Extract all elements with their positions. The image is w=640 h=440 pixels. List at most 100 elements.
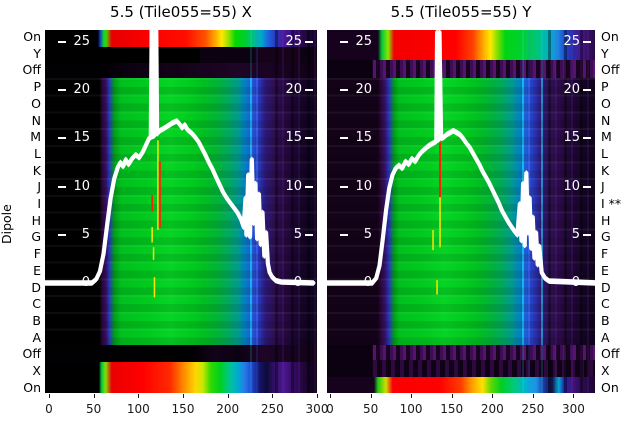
tick-dash-icon: [305, 282, 313, 284]
row-shading-overlay: [327, 78, 595, 345]
x-tick-mark: [49, 394, 50, 398]
tick-dash-icon: [583, 89, 591, 91]
dipole-label: On: [601, 379, 619, 395]
heatmap-band-x: [327, 360, 595, 377]
x-tick-mark: [411, 394, 413, 398]
panel-title-x: 5.5 (Tile055=55) X: [110, 3, 252, 21]
x-tick-label: 200: [480, 402, 504, 416]
overlay-curve: [327, 30, 595, 286]
tick-value: 20: [563, 82, 580, 97]
overlay-curve-echo: [327, 34, 595, 286]
x-tick-label: 300: [305, 402, 329, 416]
x-tick-label: 50: [362, 402, 379, 416]
dipole-label: E: [601, 262, 609, 278]
inner-tick-label: 20: [340, 82, 372, 98]
dipole-label: F: [33, 246, 41, 262]
dipole-label: I **: [601, 196, 622, 211]
x-tick-mark: [492, 394, 494, 398]
dipole-label: C: [32, 296, 41, 312]
dipole-label: J: [601, 179, 605, 195]
dipole-label: N: [601, 112, 611, 128]
tick-dash-icon: [340, 41, 348, 43]
dipole-label: A: [32, 329, 41, 345]
tick-value: 25: [563, 34, 580, 49]
x-tick-label: 250: [260, 402, 284, 416]
inner-tick-label: 0: [273, 275, 313, 291]
dipole-label: I: [37, 196, 41, 211]
heatmap-band-x-on: [45, 362, 317, 393]
tick-value: 0: [571, 275, 580, 290]
heatmap-band-y: [45, 47, 317, 63]
inner-tick-label: 20: [551, 82, 591, 98]
tick-value: 5: [81, 227, 90, 242]
overlay-plot: [45, 30, 316, 298]
tick-value: 15: [563, 130, 580, 145]
inner-tick-label: 10: [58, 179, 90, 195]
x-tick-mark: [183, 394, 184, 398]
dipole-label: D: [601, 279, 611, 295]
tick-value: 15: [355, 130, 372, 145]
x-tick-mark: [573, 394, 575, 398]
inner-tick-label: 5: [273, 227, 313, 243]
inner-tick-label: 25: [340, 34, 372, 50]
tick-value: 15: [73, 130, 90, 145]
tick-value: 5: [293, 227, 302, 242]
tick-value: 10: [285, 179, 302, 194]
dipole-label: F: [601, 246, 609, 262]
inner-tick-label: 10: [551, 179, 591, 195]
dipole-label: B: [601, 312, 610, 328]
panel-title-y: 5.5 (Tile055=55) Y: [390, 3, 532, 21]
flag-line: [151, 227, 153, 243]
dipole-label: Y: [601, 45, 609, 61]
flag-line: [158, 161, 161, 228]
tick-value: 10: [563, 179, 580, 194]
dipole-label: L: [34, 145, 41, 161]
dipole-label: J: [37, 179, 41, 195]
inner-tick-label: 0: [340, 275, 372, 291]
dipole-label: O: [601, 95, 611, 111]
tick-dash-icon: [58, 137, 66, 139]
tick-dash-icon: [305, 137, 313, 139]
dipole-label: On: [23, 379, 41, 395]
inner-tick-label: 15: [340, 130, 372, 146]
tick-dash-icon: [58, 282, 66, 284]
tick-dash-icon: [583, 41, 591, 43]
tick-dash-icon: [58, 89, 66, 91]
tick-dash-icon: [58, 234, 66, 236]
tick-value: 10: [73, 179, 90, 194]
x-tick-label: 0: [45, 402, 53, 416]
heatmap-band-off: [327, 345, 595, 360]
tick-value: 5: [363, 227, 372, 242]
heatmap-band-off: [327, 60, 595, 78]
tick-dash-icon: [340, 137, 348, 139]
x-tick-mark: [370, 394, 372, 398]
tick-value: 5: [571, 227, 580, 242]
row-shading-overlay: [45, 78, 317, 345]
dipole-label: O: [31, 95, 41, 111]
dipole-label: Off: [601, 346, 620, 362]
overlay-curve-echo: [327, 30, 595, 282]
flag-line: [152, 247, 155, 260]
tick-dash-icon: [340, 282, 348, 284]
x-tick-mark: [138, 394, 140, 398]
tick-value: 10: [355, 179, 372, 194]
flag-line: [439, 197, 441, 248]
dipole-label: A: [601, 329, 610, 345]
dipole-label: X: [601, 363, 610, 378]
x-tick-label: 150: [440, 402, 464, 416]
overlay-curve-echo: [45, 30, 314, 282]
tick-value: 20: [355, 82, 372, 97]
x-tick-mark: [451, 394, 453, 398]
tick-value: 25: [285, 34, 302, 49]
inner-tick-label: 15: [58, 130, 90, 146]
inner-tick-label: 25: [58, 34, 90, 50]
inner-tick-label: 10: [273, 179, 313, 195]
x-tick-label: 150: [171, 402, 195, 416]
x-tick-label: 100: [399, 402, 423, 416]
dipole-label: H: [31, 212, 41, 228]
heatmap-band-on: [327, 377, 595, 393]
dipole-label: B: [32, 312, 41, 328]
dipole-label: Off: [601, 62, 620, 78]
x-tick-label: 0: [326, 402, 334, 416]
